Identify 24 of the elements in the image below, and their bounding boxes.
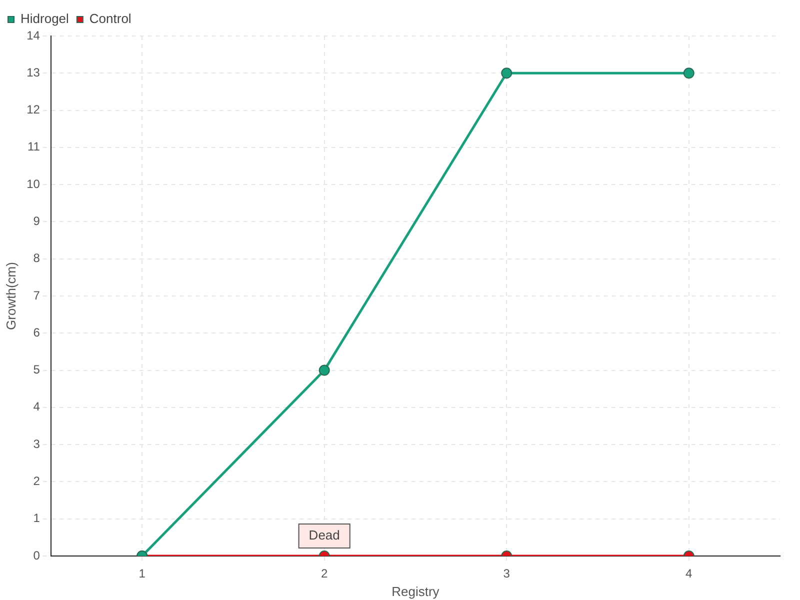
x-tick-label: 3 [503,566,510,581]
y-tick-label: 5 [33,362,40,377]
y-tick-label: 7 [33,288,40,302]
y-tick-label: 11 [27,140,40,154]
x-tick-label: 1 [138,566,146,581]
legend-label: Hidrogel [20,11,70,26]
x-tick-label: 2 [321,566,328,581]
legend-label: Control [89,11,132,26]
y-tick-label: 12 [26,102,40,117]
y-tick-label: 10 [26,176,40,191]
y-axis-title: Growth(cm) [3,262,18,330]
y-tick-label: 9 [33,214,40,228]
annotation: Dead [308,528,340,543]
y-tick-label: 1 [33,511,40,526]
y-tick-label: 3 [33,436,40,451]
y-tick-label: 8 [33,251,40,266]
y-tick-label: 2 [33,474,40,488]
y-tick-label: 0 [33,548,40,562]
x-tick-label: 4 [686,566,693,581]
y-tick-label: 13 [26,65,40,80]
y-tick-label: 4 [33,400,40,414]
y-tick-label: 6 [33,325,40,340]
y-tick-label: 14 [26,28,40,42]
x-axis-title: Registry [392,584,440,599]
